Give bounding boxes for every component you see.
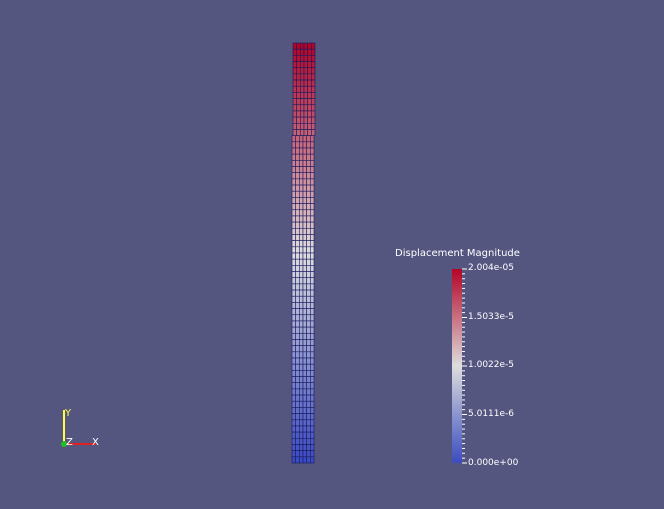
mesh-cell	[310, 456, 315, 464]
orientation-axes: Y Z X	[61, 408, 99, 448]
colorbar-label-3: 1.5033e-5	[468, 312, 515, 322]
y-axis-label: Y	[64, 408, 72, 419]
x-axis-label: X	[92, 437, 99, 448]
z-axis-dot	[61, 441, 67, 447]
z-axis-label: Z	[66, 437, 73, 448]
colorbar-label-max: 2.004e-05	[468, 263, 515, 273]
colorbar-label-2: 1.0022e-5	[468, 360, 515, 370]
colorbar-title: Displacement Magnitude	[395, 248, 520, 259]
colorbar-label-1: 5.0111e-6	[468, 409, 515, 419]
colorbar-label-min: 0.000e+00	[468, 458, 519, 468]
colorbar-gradient	[452, 269, 462, 463]
